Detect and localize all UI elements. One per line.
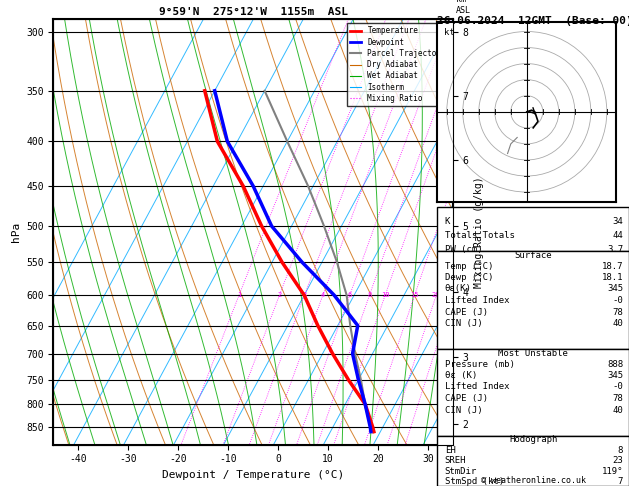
Text: Surface: Surface xyxy=(515,251,552,260)
Bar xyxy=(437,349,629,436)
Legend: Temperature, Dewpoint, Parcel Trajectory, Dry Adiabat, Wet Adiabat, Isotherm, Mi: Temperature, Dewpoint, Parcel Trajectory… xyxy=(347,23,449,106)
Text: 10: 10 xyxy=(381,292,389,298)
Text: 1: 1 xyxy=(237,292,241,298)
Text: 44: 44 xyxy=(613,231,623,241)
Text: 345: 345 xyxy=(607,371,623,380)
Text: θε (K): θε (K) xyxy=(445,371,477,380)
Text: Most Unstable: Most Unstable xyxy=(498,349,568,358)
Text: 8: 8 xyxy=(367,292,372,298)
Text: 23: 23 xyxy=(613,456,623,466)
Text: 40: 40 xyxy=(613,319,623,329)
Text: 888: 888 xyxy=(607,360,623,369)
Y-axis label: hPa: hPa xyxy=(11,222,21,242)
Text: CIN (J): CIN (J) xyxy=(445,406,482,415)
Text: 4: 4 xyxy=(321,292,325,298)
Text: StmDir: StmDir xyxy=(445,467,477,476)
Text: Pressure (mb): Pressure (mb) xyxy=(445,360,515,369)
Text: 3.7: 3.7 xyxy=(607,245,623,254)
Title: 9°59'N  275°12'W  1155m  ASL: 9°59'N 275°12'W 1155m ASL xyxy=(159,7,348,17)
Text: 78: 78 xyxy=(613,308,623,317)
Text: EH: EH xyxy=(445,446,455,455)
Text: 20: 20 xyxy=(432,292,440,298)
Bar xyxy=(437,436,629,486)
Text: 6: 6 xyxy=(348,292,352,298)
Text: 7: 7 xyxy=(618,477,623,486)
Text: K: K xyxy=(445,217,450,226)
Text: -0: -0 xyxy=(613,382,623,391)
Text: CAPE (J): CAPE (J) xyxy=(445,394,488,403)
Text: km
ASL: km ASL xyxy=(456,0,471,15)
Text: kt: kt xyxy=(443,28,454,37)
Bar xyxy=(437,207,629,251)
Text: 18.7: 18.7 xyxy=(602,262,623,271)
Text: Dewp (°C): Dewp (°C) xyxy=(445,273,493,282)
Text: 78: 78 xyxy=(613,394,623,403)
Text: Hodograph: Hodograph xyxy=(509,435,557,444)
X-axis label: Dewpoint / Temperature (°C): Dewpoint / Temperature (°C) xyxy=(162,470,344,480)
Text: θε(K): θε(K) xyxy=(445,284,472,294)
Text: 345: 345 xyxy=(607,284,623,294)
Text: 18.1: 18.1 xyxy=(602,273,623,282)
Text: 8: 8 xyxy=(618,446,623,455)
Text: 2: 2 xyxy=(277,292,282,298)
Text: LCL: LCL xyxy=(455,426,470,435)
Text: 40: 40 xyxy=(613,406,623,415)
Text: PW (cm): PW (cm) xyxy=(445,245,482,254)
Text: CAPE (J): CAPE (J) xyxy=(445,308,488,317)
Bar xyxy=(437,251,629,349)
Text: 15: 15 xyxy=(410,292,419,298)
Text: SREH: SREH xyxy=(445,456,466,466)
Text: Temp (°C): Temp (°C) xyxy=(445,262,493,271)
Text: StmSpd (kt): StmSpd (kt) xyxy=(445,477,504,486)
Text: 3: 3 xyxy=(303,292,306,298)
Y-axis label: Mixing Ratio (g/kg): Mixing Ratio (g/kg) xyxy=(474,176,484,288)
Text: CIN (J): CIN (J) xyxy=(445,319,482,329)
Text: Lifted Index: Lifted Index xyxy=(445,382,509,391)
Text: 26.06.2024  12GMT  (Base: 00): 26.06.2024 12GMT (Base: 00) xyxy=(437,16,629,26)
Text: Totals Totals: Totals Totals xyxy=(445,231,515,241)
Text: -0: -0 xyxy=(613,296,623,305)
Text: © weatheronline.co.uk: © weatheronline.co.uk xyxy=(481,475,586,485)
Text: Lifted Index: Lifted Index xyxy=(445,296,509,305)
Text: 34: 34 xyxy=(613,217,623,226)
Text: 119°: 119° xyxy=(602,467,623,476)
